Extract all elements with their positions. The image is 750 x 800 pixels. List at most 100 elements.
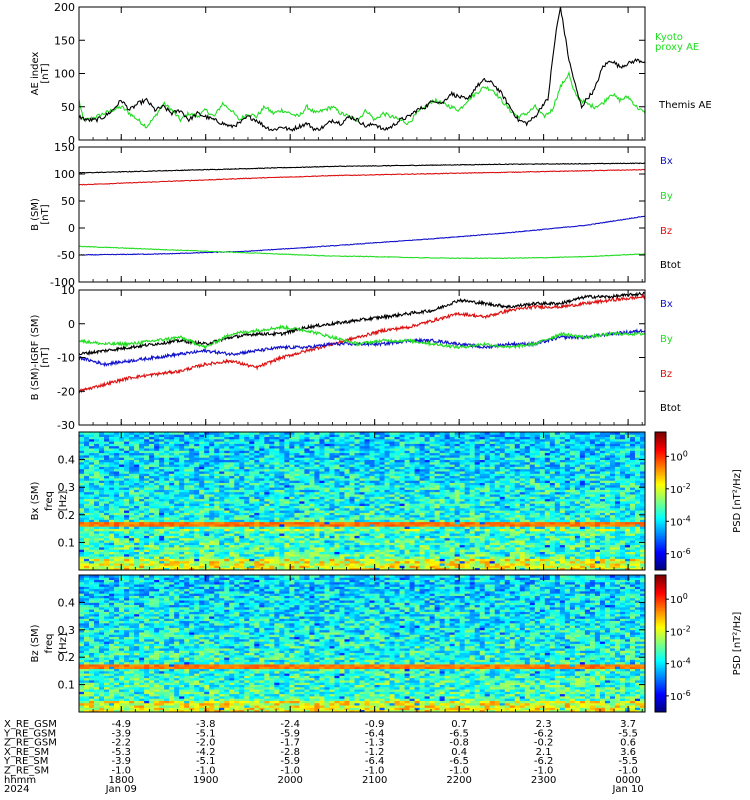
- x-axis-row-value: -1.0: [196, 766, 216, 777]
- x-axis-row: X_RE_SM -5.3 -4.2 -2.8 -1.2 0.4 2.1 3.6: [4, 747, 636, 758]
- y-tick-label: 150: [54, 34, 75, 47]
- x-axis-row-value: -5.3: [111, 747, 131, 758]
- x-axis-row-value: 2.1: [536, 747, 552, 758]
- x-axis-row-value: -5.9: [280, 756, 300, 767]
- x-axis-row-value: -1.0: [534, 766, 554, 777]
- x-axis-row: Y_RE_GSM -3.9 -5.1 -5.9 -6.4 -6.5 -6.2 -5.5: [3, 728, 638, 739]
- spectrogram-image: [79, 432, 646, 571]
- panel-frame: [78, 6, 646, 141]
- y-axis-label: B (SM)-IGRF (SM): [30, 315, 41, 401]
- colorbar-frame: [654, 574, 667, 713]
- y-tick-label: 50: [61, 195, 75, 208]
- legend-entry: Bx: [660, 156, 673, 167]
- colorbar-tick-label: 10-4: [670, 514, 691, 528]
- y-tick-label: 0.3: [58, 624, 76, 637]
- x-axis-row-value: 0000: [615, 775, 640, 786]
- y-tick-label: 10: [61, 284, 75, 297]
- x-axis-row-value: 2.3: [536, 719, 552, 730]
- y-tick-label: 0.1: [58, 679, 76, 692]
- y-axis-label-secondary: freq: [44, 634, 55, 654]
- x-axis-row: Z_RE_GSM -2.2 -2.0 -1.7 -1.3 -0.8 -0.2 0.6: [4, 738, 636, 749]
- series-group: [79, 291, 645, 394]
- panel-frame: [78, 146, 646, 283]
- y-tick-label: 0: [68, 134, 75, 147]
- x-axis-row-value: -1.0: [618, 766, 638, 777]
- series-by: [79, 245, 645, 260]
- colorbar: 100 10-2 10-4 10-6 PSD [nT²/Hz]: [654, 431, 743, 571]
- legend-entry: Themis AE: [658, 100, 712, 111]
- colorbar: 100 10-2 10-4 10-6 PSD [nT²/Hz]: [654, 574, 743, 713]
- x-axis-row-value: -6.5: [449, 756, 469, 767]
- y-axis-label: Bz (SM): [30, 624, 41, 662]
- x-axis-row-value: -1.2: [365, 747, 385, 758]
- colorbar-tick-label: 100: [670, 592, 688, 606]
- colorbar-frame: [654, 431, 667, 571]
- y-tick-label: 0.3: [58, 481, 76, 494]
- x-axis-row-value: -2.2: [111, 738, 131, 749]
- x-axis-row-value: 2200: [446, 775, 471, 786]
- x-axis-row-value: -0.8: [449, 738, 469, 749]
- y-tick-label: 0.4: [58, 454, 76, 467]
- series-by: [79, 324, 645, 351]
- legend: Bx By Bz Btot: [660, 299, 681, 414]
- x-axis-row: X_RE_GSM -4.9 -3.8 -2.4 -0.9 0.7 2.3 3.7: [4, 719, 636, 730]
- x-axis-row-label: X_RE_GSM: [4, 719, 57, 730]
- series-btot: [79, 162, 645, 174]
- x-axis-row-value: -2.8: [280, 747, 300, 758]
- x-axis-row-value: -3.9: [111, 728, 131, 739]
- series-group: [79, 7, 645, 132]
- panel-bsm: -100 -50 0 50 100 150 B (SM) [nT] Bx By Bz Btot: [30, 141, 681, 289]
- x-axis-row-value: -1.0: [365, 766, 385, 777]
- x-axis-row-value: -1.0: [280, 766, 300, 777]
- colorbar-label: PSD [nT²/Hz]: [732, 469, 743, 533]
- x-axis-row-label: hhmm: [4, 775, 36, 786]
- colorbar-tick-label: 10-2: [670, 624, 691, 638]
- x-axis-row-value: -5.5: [618, 756, 638, 767]
- x-axis-row-value: -5.1: [196, 756, 216, 767]
- y-tick-label: 150: [54, 141, 75, 154]
- x-axis-row-value: -5.1: [196, 728, 216, 739]
- x-axis-row-value: 2000: [277, 775, 302, 786]
- x-axis-row-value: -3.8: [196, 719, 216, 730]
- colorbar-tick-label: 10-6: [670, 547, 691, 561]
- y-tick-label: 0: [68, 318, 75, 331]
- spectrogram-image: [79, 575, 646, 713]
- series-bz: [79, 168, 645, 186]
- legend-entry: Bx: [660, 299, 673, 310]
- x-axis-row-label: Z_RE_SM: [4, 766, 49, 777]
- x-axis-row-value: -1.3: [365, 738, 385, 749]
- x-axis-row-value: -1.7: [280, 738, 300, 749]
- y-tick-label: 50: [61, 101, 75, 114]
- legend-entry: By: [660, 334, 673, 345]
- x-axis-row-value: -2.0: [196, 738, 216, 749]
- x-axis-row-value: -5.9: [280, 728, 300, 739]
- x-axis-row-value: -4.2: [196, 747, 216, 758]
- panel-frame: [78, 431, 646, 571]
- x-axis-row: Y_RE_SM -3.9 -5.1 -5.9 -6.4 -6.5 -6.2 -5.5: [3, 756, 638, 767]
- y-tick-label: -50: [57, 249, 75, 262]
- y-tick-label: 100: [54, 168, 75, 181]
- series-group: [79, 162, 645, 260]
- y-tick-label: 0.4: [58, 596, 76, 609]
- x-axis-row-value: -3.9: [111, 756, 131, 767]
- x-axis-row-value: -0.2: [534, 738, 554, 749]
- colorbar-label: PSD [nT²/Hz]: [732, 612, 743, 676]
- x-axis-row-value: 3.6: [620, 747, 636, 758]
- colorbar-tick-label: 10-2: [670, 482, 691, 496]
- x-axis-row-value: -1.0: [111, 766, 131, 777]
- x-axis-row: Z_RE_SM -1.0 -1.0 -1.0 -1.0 -1.0 -1.0 -1.0: [4, 766, 638, 777]
- y-axis-unit: [nT]: [40, 347, 51, 367]
- x-axis-row-value: -0.9: [365, 719, 385, 730]
- legend: Bx By Bz Btot: [660, 156, 681, 271]
- colorbar-tick-label: 10-6: [670, 689, 691, 703]
- y-axis-unit: [Hz]: [58, 491, 69, 512]
- panel-bxspec: 0.10.20.30.4Bx (SM) freq [Hz]10010-210-410…: [30, 431, 743, 571]
- y-tick-label: 0.2: [58, 509, 76, 522]
- legend-entry: Btot: [660, 403, 681, 414]
- x-axis-row-value: -6.4: [365, 728, 385, 739]
- x-axis-row-value: -2.4: [280, 719, 300, 730]
- y-tick-label: -10: [57, 352, 75, 365]
- y-tick-label: 0.1: [58, 536, 76, 549]
